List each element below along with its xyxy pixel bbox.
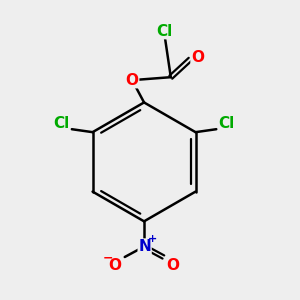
Text: O: O [126,73,139,88]
Text: Cl: Cl [157,24,173,39]
Text: Cl: Cl [219,116,235,131]
Text: O: O [191,50,204,65]
Text: O: O [167,258,179,273]
Text: −: − [102,252,113,265]
Text: Cl: Cl [53,116,70,131]
Text: O: O [109,258,122,273]
Text: N: N [138,239,151,254]
Text: +: + [148,234,157,244]
